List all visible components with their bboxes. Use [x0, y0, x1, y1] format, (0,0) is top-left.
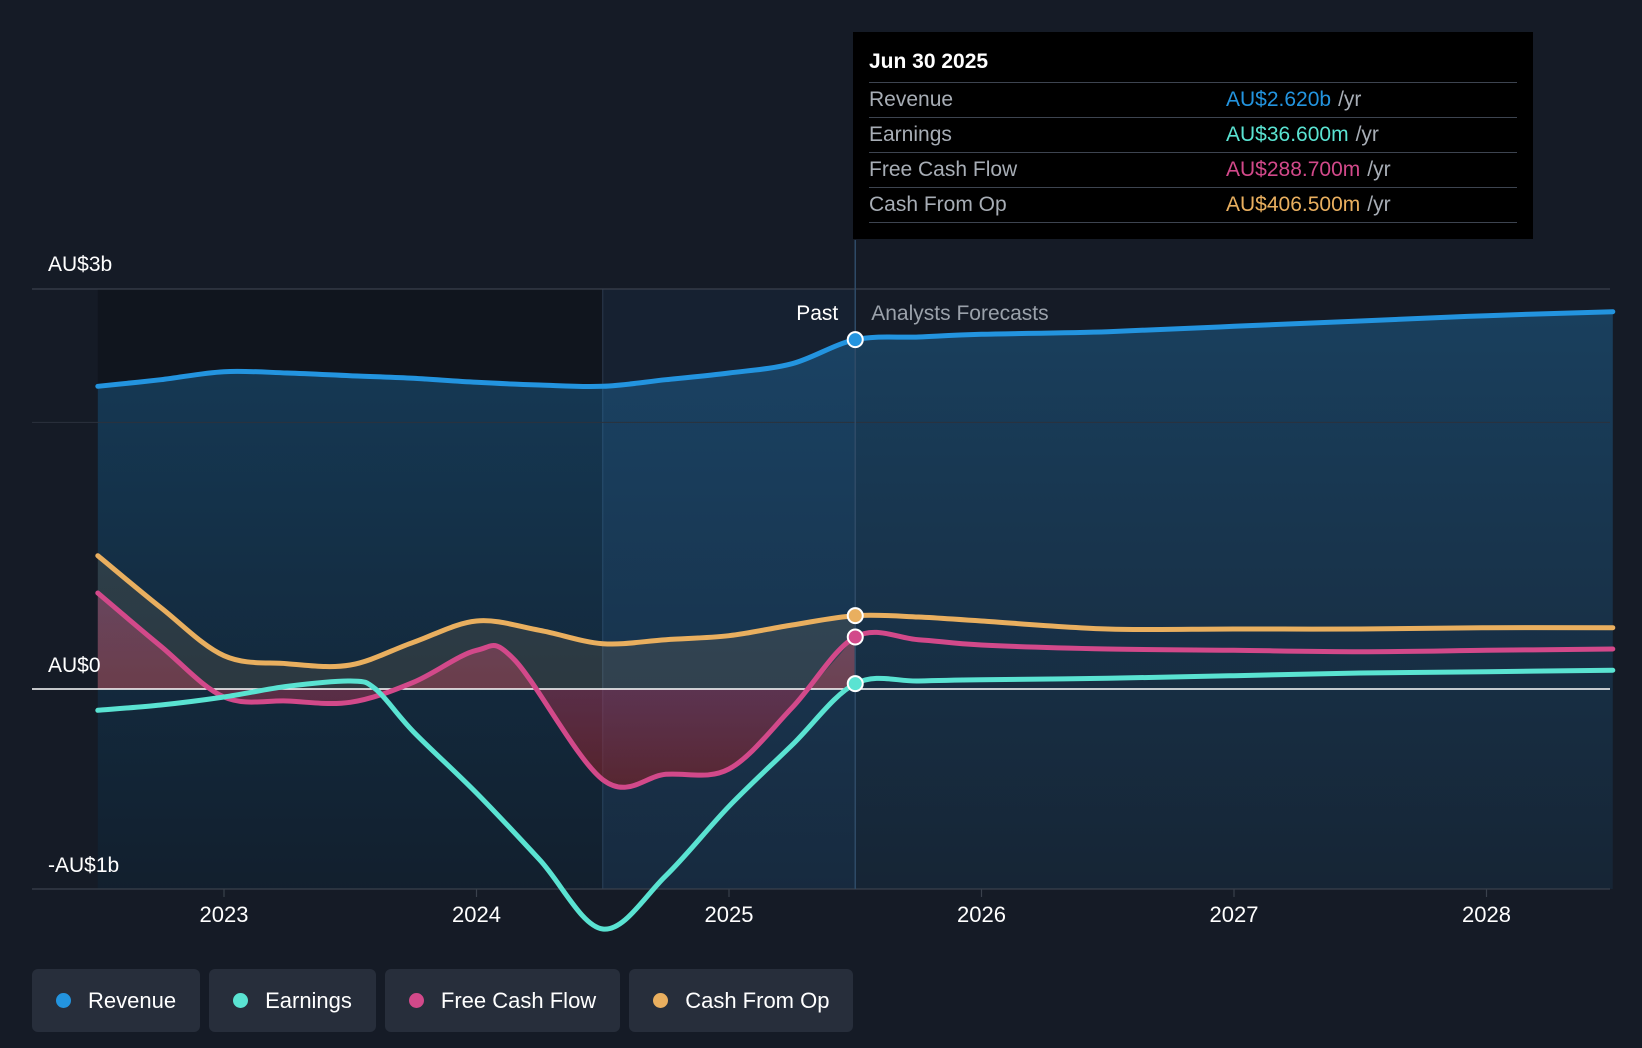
highlight-dot-revenue [846, 331, 864, 349]
tooltip-label-free-cash-flow: Free Cash Flow [869, 158, 1018, 181]
tooltip-row-cash-from-op: Cash From Op AU$406.500m /yr [869, 187, 1517, 223]
forecast-label: Analysts Forecasts [871, 302, 1048, 325]
x-tick-2027: 2027 [1210, 902, 1259, 927]
y-label-bottom: -AU$1b [48, 854, 119, 877]
legend-label-cash-from-op: Cash From Op [685, 987, 830, 1013]
tooltip-label-earnings: Earnings [869, 123, 952, 146]
series-line-earnings [95, 667, 1616, 932]
tooltip-label-revenue: Revenue [869, 88, 954, 111]
legend-dot-earnings [233, 993, 249, 1008]
legend-label-revenue: Revenue [88, 987, 177, 1013]
series-line-cash-from-op [95, 553, 1616, 670]
x-tick-2025: 2025 [705, 902, 754, 927]
legend: Revenue Earnings Free Cash Flow Cash Fro… [32, 969, 854, 1032]
highlight-dot-free-cash-flow [846, 628, 864, 646]
legend-label-earnings: Earnings [265, 987, 352, 1013]
tooltip-row-free-cash-flow: Free Cash Flow AU$288.700m /yr [869, 152, 1517, 187]
tooltip-value-revenue: AU$2.620b [1226, 88, 1332, 111]
tooltip-row-revenue: Revenue AU$2.620b /yr [869, 82, 1517, 117]
past-label: Past [796, 302, 838, 325]
legend-label-free-cash-flow: Free Cash Flow [440, 987, 597, 1013]
tooltip-date: Jun 30 2025 [869, 50, 989, 73]
legend-dot-revenue [56, 993, 71, 1008]
tooltip-unit-revenue: /yr [1338, 88, 1362, 111]
tooltip-value-free-cash-flow: AU$288.700m [1226, 158, 1361, 181]
y-label-top: AU$3b [48, 253, 112, 276]
legend-item-free-cash-flow[interactable]: Free Cash Flow [384, 969, 621, 1032]
tooltip-label-cash-from-op: Cash From Op [869, 193, 1007, 216]
legend-item-cash-from-op[interactable]: Cash From Op [629, 969, 854, 1032]
tooltip-value-cash-from-op: AU$406.500m [1226, 193, 1361, 216]
series-line-free-cash-flow [95, 590, 1616, 790]
x-tick-2028: 2028 [1462, 902, 1511, 927]
legend-dot-cash-from-op [653, 993, 669, 1008]
x-tick-2026: 2026 [957, 902, 1006, 927]
legend-item-revenue[interactable]: Revenue [32, 969, 201, 1032]
legend-item-earnings[interactable]: Earnings [209, 969, 376, 1032]
tooltip-unit-earnings: /yr [1355, 123, 1379, 146]
x-tick-2023: 2023 [200, 902, 249, 927]
y-label-zero: AU$0 [48, 654, 101, 677]
tooltip-panel: Jun 30 2025 Revenue AU$2.620b /yr Earnin… [853, 32, 1533, 239]
highlight-dot-earnings [846, 675, 864, 693]
tooltip-unit-free-cash-flow: /yr [1367, 158, 1391, 181]
highlight-dot-cash-from-op [846, 607, 864, 625]
tooltip-unit-cash-from-op: /yr [1367, 193, 1391, 216]
tooltip-row-earnings: Earnings AU$36.600m /yr [869, 117, 1517, 152]
free-cash-flow-area [97, 593, 856, 788]
series-line-revenue [95, 309, 1616, 390]
legend-dot-free-cash-flow [408, 993, 424, 1008]
x-tick-2024: 2024 [452, 902, 501, 927]
tooltip-value-earnings: AU$36.600m [1226, 123, 1349, 146]
